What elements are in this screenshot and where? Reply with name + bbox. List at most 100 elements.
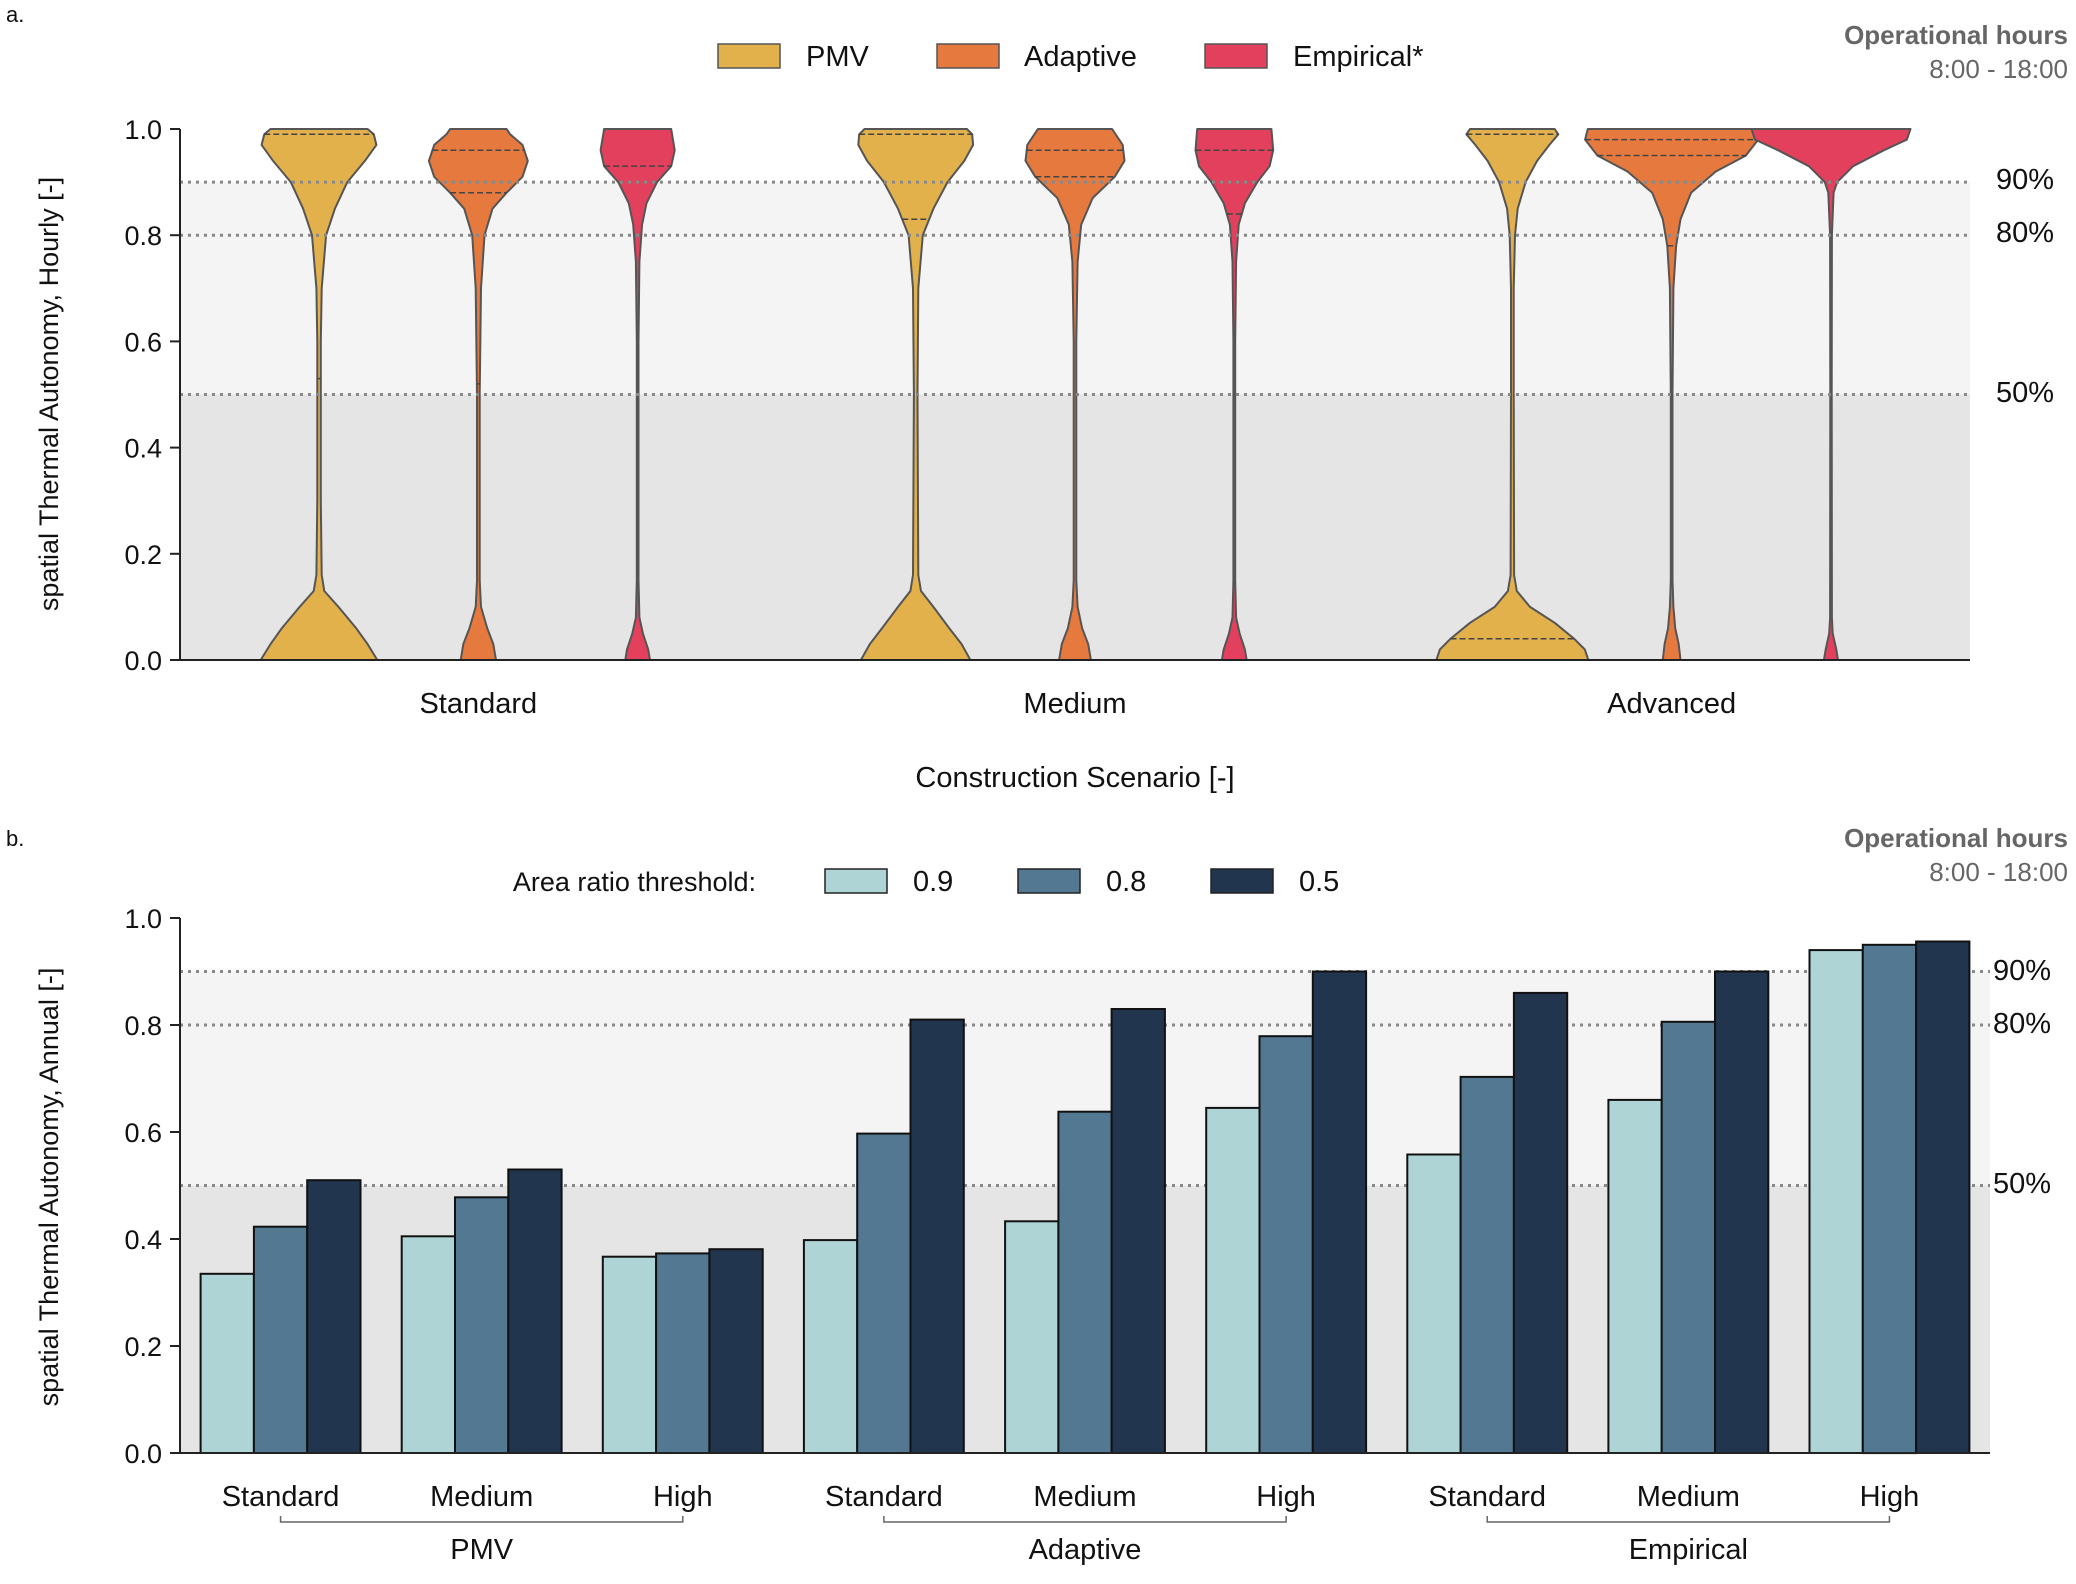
bar-empirical-standard-0-5 <box>1512 991 1569 1455</box>
panel-b-y-ticks: 0.0 0.2 0.4 0.6 0.8 1.0 <box>124 904 180 1469</box>
group-bracket-pmv <box>279 1516 684 1523</box>
panel-a-y-tick-label: 0.2 <box>124 540 162 570</box>
panel-b-y-tick-label: 0.6 <box>124 1118 162 1148</box>
panel-a-y-tick-label: 0.4 <box>124 434 162 464</box>
bar-pmv-standard-0-8 <box>252 1225 309 1454</box>
panel-a-reference-lines <box>180 180 1970 396</box>
panel-b-x-tick-label-medium: Medium <box>1033 1481 1136 1513</box>
bar-adaptive-standard-0-5 <box>909 1018 965 1454</box>
panel-a-operational-hours-time: 8:00 - 18:00 <box>1929 54 2068 84</box>
panel-a-y-tick-label: 1.0 <box>124 115 162 145</box>
violin-advanced-pmv <box>1435 128 1590 661</box>
panel-b-ref-label-50: 50% <box>1993 1168 2051 1200</box>
panel-a-x-tick-label-advanced: Advanced <box>1607 688 1736 720</box>
group-label-pmv: PMV <box>450 1534 514 1566</box>
violin-medium-adaptive <box>1024 128 1126 661</box>
legend-label-0-9: 0.9 <box>913 866 953 898</box>
legend-swatch-0-9 <box>824 868 888 894</box>
bar-pmv-standard-0-9 <box>199 1272 255 1455</box>
panel-b-legend: Area ratio threshold: 0.9 0.8 0.5 <box>513 866 1339 898</box>
panel-a-ref-label-80: 80% <box>1996 217 2054 249</box>
bar-adaptive-high-0-8 <box>1258 1035 1314 1454</box>
panel-b-x-tick-label-medium: Medium <box>430 1481 533 1513</box>
panel-b-y-tick-label: 1.0 <box>124 904 162 934</box>
panel-b-x-tick-label-standard: Standard <box>825 1481 943 1513</box>
panel-b-bars <box>199 940 1971 1455</box>
panel-a-y-tick-label: 0.8 <box>124 221 162 251</box>
bar-pmv-high-0-9 <box>601 1255 658 1454</box>
panel-b-x-ticks: Standard Medium High Standard Medium High Stan… <box>222 1481 1920 1566</box>
panel-a-letter: a. <box>6 2 24 27</box>
panel-b: b. Operational hours 8:00 - 18:00 Area r… <box>6 823 2068 1566</box>
bar-empirical-medium-0-5 <box>1714 970 1770 1454</box>
violin-medium-empirical <box>1194 128 1275 661</box>
panel-a-x-ticks: Standard Medium Advanced <box>419 688 1736 720</box>
panel-b-x-tick-label-standard: Standard <box>222 1481 340 1513</box>
bar-pmv-high-0-5 <box>708 1248 764 1454</box>
legend-title-area-ratio: Area ratio threshold: <box>513 867 756 897</box>
legend-label-0-5: 0.5 <box>1299 866 1339 898</box>
panel-b-y-tick-label: 0.4 <box>124 1225 162 1255</box>
panel-a-y-axis-label: spatial Thermal Autonomy, Hourly [-] <box>34 177 64 611</box>
legend-swatch-0-5 <box>1210 868 1274 894</box>
panel-b-y-tick-label: 0.8 <box>124 1011 162 1041</box>
group-label-empirical: Empirical <box>1629 1534 1748 1566</box>
bar-adaptive-high-0-9 <box>1205 1106 1261 1455</box>
violin-advanced-adaptive <box>1584 128 1760 661</box>
panel-a-y-ticks: 0.0 0.2 0.4 0.6 0.8 1.0 <box>124 115 180 676</box>
panel-a-x-axis-label: Construction Scenario [-] <box>915 762 1234 794</box>
bar-pmv-medium-0-9 <box>400 1235 457 1455</box>
panel-b-x-tick-label-medium: Medium <box>1637 1481 1740 1513</box>
panel-b-x-tick-label-high: High <box>1256 1481 1316 1513</box>
panel-a: a. Operational hours 8:00 - 18:00 PMV Ad… <box>6 2 2068 794</box>
group-bracket-empirical <box>1486 1516 1891 1523</box>
bar-empirical-medium-0-8 <box>1660 1020 1716 1454</box>
bar-empirical-high-0-9 <box>1808 949 1864 1454</box>
panel-b-operational-hours-title: Operational hours <box>1844 823 2068 853</box>
panel-b-y-tick-label: 0.2 <box>124 1332 162 1362</box>
bar-pmv-standard-0-5 <box>306 1179 362 1454</box>
panel-b-x-tick-label-high: High <box>1860 1481 1920 1513</box>
panel-b-letter: b. <box>6 826 24 851</box>
bar-empirical-high-0-8 <box>1861 943 1918 1455</box>
bar-pmv-high-0-8 <box>655 1252 711 1455</box>
bar-empirical-high-0-5 <box>1915 940 1971 1454</box>
panel-a-legend: PMV Adaptive Empirical* <box>717 41 1424 73</box>
panel-b-ref-label-80: 80% <box>1993 1008 2051 1040</box>
legend-label-0-8: 0.8 <box>1106 866 1146 898</box>
panel-b-y-tick-label: 0.0 <box>124 1439 162 1469</box>
bar-empirical-standard-0-8 <box>1459 1075 1515 1455</box>
bar-pmv-medium-0-5 <box>507 1168 563 1454</box>
group-bracket-adaptive <box>883 1516 1287 1523</box>
group-label-adaptive: Adaptive <box>1029 1534 1142 1566</box>
bar-adaptive-standard-0-8 <box>856 1132 912 1454</box>
legend-swatch-empirical <box>1204 43 1268 69</box>
panel-a-y-tick-label: 0.6 <box>124 327 162 357</box>
panel-b-x-tick-label-standard: Standard <box>1428 1481 1546 1513</box>
panel-a-x-tick-label-medium: Medium <box>1023 688 1126 720</box>
violin-medium-pmv <box>857 128 975 661</box>
panel-b-x-tick-label-high: High <box>653 1481 713 1513</box>
legend-label-pmv: PMV <box>806 41 870 73</box>
bar-empirical-standard-0-9 <box>1406 1153 1462 1454</box>
bar-adaptive-high-0-5 <box>1311 970 1368 1454</box>
bar-empirical-medium-0-9 <box>1607 1098 1663 1455</box>
panel-a-ref-label-90: 90% <box>1996 164 2054 196</box>
bar-adaptive-medium-0-9 <box>1004 1220 1060 1455</box>
legend-label-adaptive: Adaptive <box>1024 41 1137 73</box>
panel-a-x-tick-label-standard: Standard <box>419 688 537 720</box>
bar-pmv-medium-0-8 <box>454 1196 510 1455</box>
bar-adaptive-medium-0-5 <box>1110 1008 1166 1454</box>
panel-a-ref-label-50: 50% <box>1996 377 2054 409</box>
panel-b-y-axis-label: spatial Thermal Autonomy, Annual [-] <box>34 968 64 1407</box>
legend-swatch-adaptive <box>936 43 1000 69</box>
legend-label-empirical: Empirical* <box>1293 41 1424 73</box>
legend-swatch-pmv <box>717 43 781 69</box>
panel-b-ref-label-90: 90% <box>1993 955 2051 987</box>
panel-a-operational-hours-title: Operational hours <box>1844 20 2068 50</box>
bar-adaptive-medium-0-8 <box>1057 1110 1113 1454</box>
legend-swatch-0-8 <box>1017 868 1081 894</box>
panel-b-operational-hours-time: 8:00 - 18:00 <box>1929 857 2068 887</box>
bar-adaptive-standard-0-9 <box>802 1239 859 1454</box>
